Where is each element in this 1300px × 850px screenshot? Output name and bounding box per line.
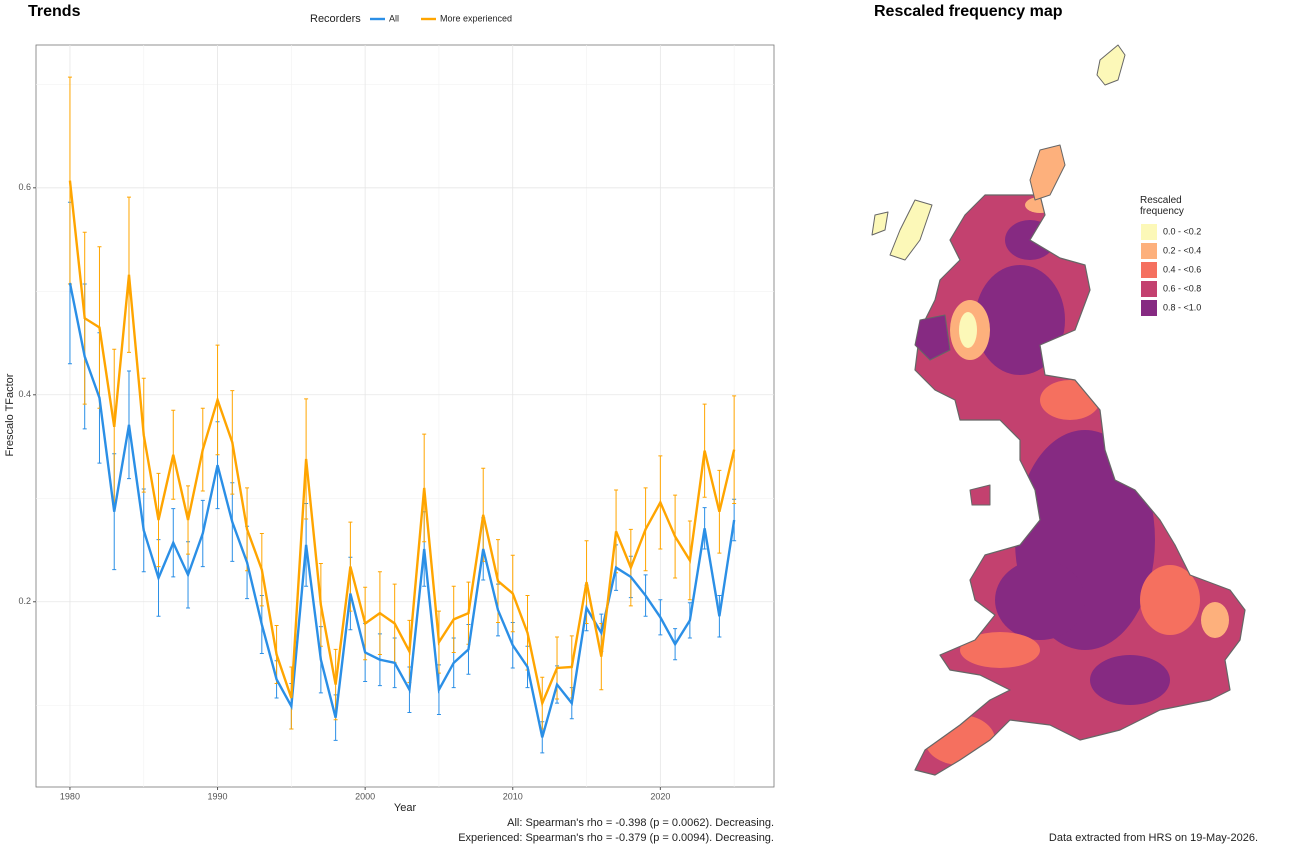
legend-label: 0.8 - <1.0 [1163,302,1201,312]
note: All: Spearman's rho = -0.398 (p = 0.0062… [507,817,774,829]
chart-title: Trends [28,3,81,20]
legend-title: Recorders [310,13,361,25]
legend-label: More experienced [440,13,512,23]
legend-swatch [1141,262,1157,278]
legend-swatch [1141,243,1157,259]
y-tick-label: 0.2 [18,596,31,606]
map [871,44,1246,776]
legend-label: All [389,13,399,23]
x-tick-label: 1980 [60,791,80,801]
x-tick-label: 2010 [503,791,523,801]
legend-label: 0.6 - <0.8 [1163,283,1201,293]
note: Experienced: Spearman's rho = -0.379 (p … [458,832,774,844]
error-bar [732,395,737,504]
x-axis-label: Year [394,802,417,814]
map-legend-title: Rescaled frequency [1140,195,1184,217]
x-tick-label: 1990 [208,791,228,801]
legend-label: 0.2 - <0.4 [1163,245,1201,255]
legend-swatch [1141,300,1157,316]
legend-swatch [1141,224,1157,240]
y-tick-label: 0.4 [18,389,31,399]
y-axis-label: Frescalo TFactor [4,373,16,456]
x-tick-label: 2000 [355,791,375,801]
map-note: Data extracted from HRS on 19-May-2026. [1049,832,1258,844]
legend-swatch [1141,281,1157,297]
y-tick-label: 0.6 [18,182,31,192]
x-tick-label: 2020 [650,791,670,801]
legend-label: 0.0 - <0.2 [1163,226,1201,236]
series-line [68,282,736,738]
legend-label: 0.4 - <0.6 [1163,264,1201,274]
series-line [68,180,736,708]
plot-frame [35,44,775,788]
map-title: Rescaled frequency map [874,3,1063,20]
error-bar [67,76,72,285]
